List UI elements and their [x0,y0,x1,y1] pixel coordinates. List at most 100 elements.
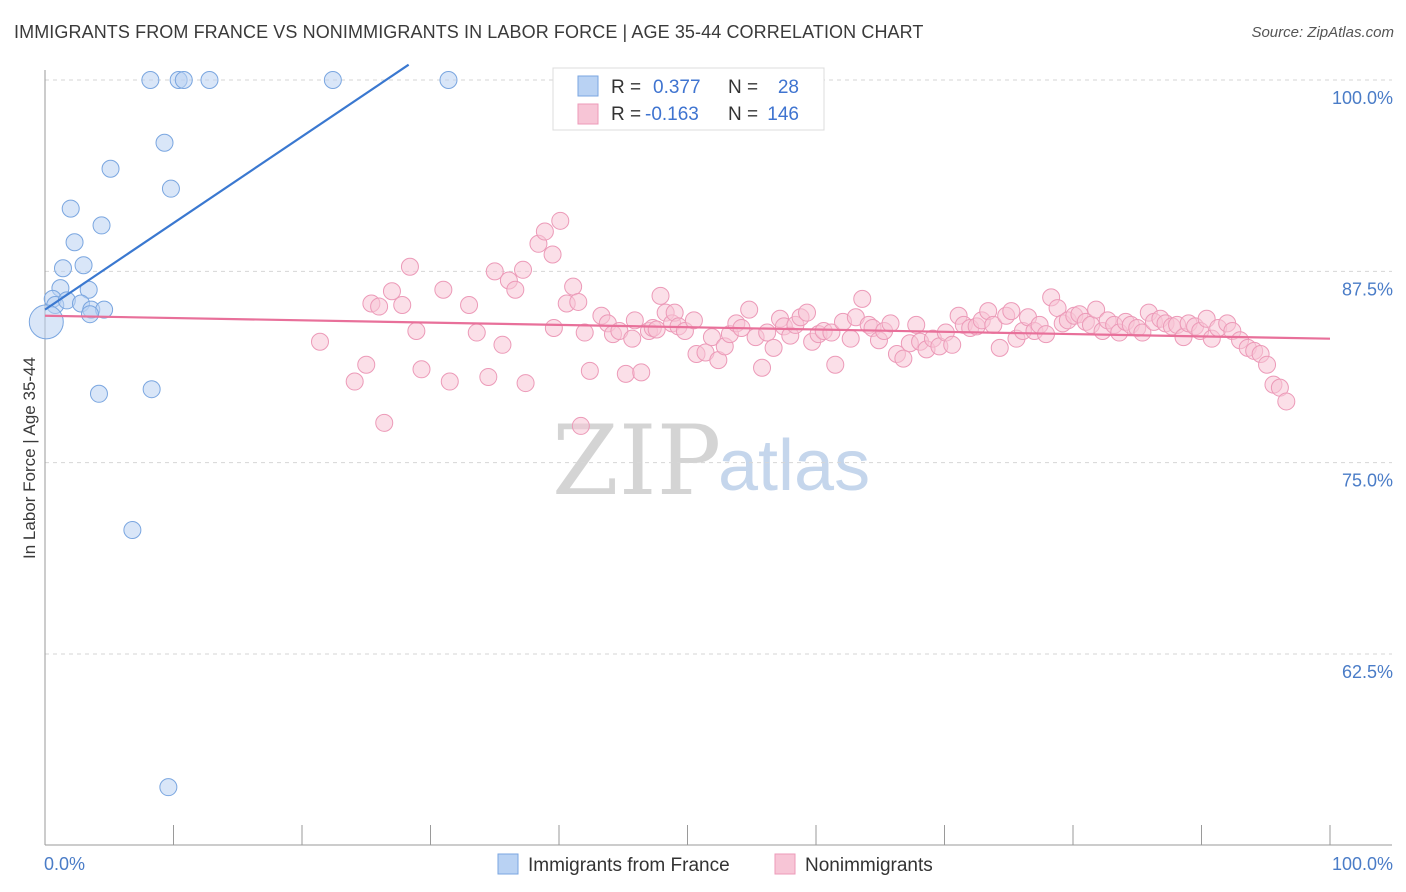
point-nonimmigrants-9 [412,360,431,379]
legend-r-value-1: 0.377 [653,77,701,98]
point-immigrants-0 [141,71,160,89]
point-immigrants-23 [28,304,64,340]
point-immigrants-3 [200,71,219,89]
series-legend-swatch-nonimmigrants [774,853,796,875]
point-nonimmigrants-74 [826,355,845,374]
point-nonimmigrants-93 [943,335,962,354]
axes [44,70,1392,846]
point-nonimmigrants-26 [544,318,563,337]
legend-swatch-blue [577,75,599,97]
point-nonimmigrants-146 [1258,355,1277,374]
point-nonimmigrants-19 [506,280,525,299]
point-nonimmigrants-4 [370,297,389,316]
point-nonimmigrants-87 [907,315,926,334]
point-nonimmigrants-20 [514,260,533,279]
point-immigrants-11 [65,233,84,252]
point-nonimmigrants-39 [625,311,644,330]
watermark: ZIP atlas [552,405,870,517]
legend-n-value-1: 28 [778,77,799,98]
point-immigrants-8 [161,179,180,198]
point-nonimmigrants-29 [569,292,588,311]
tick-labels: 62.5% 75.0% 87.5% 100.0% 0.0% 100.0% [44,88,1393,874]
point-nonimmigrants-40 [632,363,651,382]
chart-source: Source: ZipAtlas.com [1251,24,1394,41]
point-immigrants-24 [89,384,108,403]
point-nonimmigrants-0 [310,332,329,351]
point-nonimmigrants-12 [440,372,459,391]
legend-swatch-pink [577,103,599,125]
point-nonimmigrants-2 [357,355,376,374]
legend-r-value-2: -0.163 [645,104,699,125]
point-nonimmigrants-14 [467,323,486,342]
point-nonimmigrants-83 [881,314,900,333]
point-nonimmigrants-7 [393,296,412,315]
point-nonimmigrants-13 [460,296,479,315]
point-nonimmigrants-5 [375,413,394,432]
y-tick-label-2: 87.5% [1342,279,1393,299]
point-immigrants-25 [142,380,161,399]
point-nonimmigrants-31 [575,323,594,342]
trend-line-immigrants [44,63,410,311]
point-nonimmigrants-85 [894,349,913,368]
point-nonimmigrants-6 [382,282,401,301]
point-nonimmigrants-61 [753,358,772,377]
point-nonimmigrants-103 [1002,302,1021,321]
point-nonimmigrants-21 [516,374,535,393]
legend-r-label-2: R = [611,104,641,125]
trend-lines [44,63,1331,340]
x-tick-label-max: 100.0% [1332,854,1393,874]
point-nonimmigrants-101 [990,338,1009,357]
point-nonimmigrants-43 [647,320,666,339]
point-nonimmigrants-149 [1277,392,1296,411]
chart-title: IMMIGRANTS FROM FRANCE VS NONIMMIGRANTS … [14,22,924,42]
trend-line-nonimmigrants [44,314,1331,340]
point-nonimmigrants-78 [853,289,872,308]
point-nonimmigrants-23 [535,222,554,241]
point-nonimmigrants-59 [740,300,759,319]
y-tick-label-3: 100.0% [1332,88,1393,108]
point-nonimmigrants-44 [651,286,670,305]
y-axis-title: In Labor Force | Age 35-44 [20,357,39,559]
point-nonimmigrants-38 [623,329,642,348]
x-tick-label-min: 0.0% [44,854,85,874]
point-nonimmigrants-1 [345,372,364,391]
point-immigrants-12 [53,259,72,278]
point-nonimmigrants-37 [616,364,635,383]
series-legend-label-immigrants: Immigrants from France [528,855,730,876]
point-nonimmigrants-62 [758,323,777,342]
legend-n-value-2: 146 [767,104,799,125]
point-immigrants-7 [101,159,120,178]
point-nonimmigrants-73 [822,323,841,342]
point-immigrants-6 [155,133,174,152]
point-immigrants-22 [80,305,99,324]
point-nonimmigrants-8 [407,322,426,341]
point-nonimmigrants-32 [580,361,599,380]
point-nonimmigrants-11 [434,280,453,299]
point-immigrants-10 [92,216,111,235]
y-tick-label-0: 62.5% [1342,662,1393,682]
point-nonimmigrants-17 [493,335,512,354]
point-immigrants-26 [123,521,142,540]
point-nonimmigrants-24 [543,245,562,264]
point-immigrants-13 [74,256,93,275]
point-immigrants-27 [159,778,178,797]
point-nonimmigrants-15 [479,367,498,386]
point-nonimmigrants-30 [571,416,590,435]
point-nonimmigrants-10 [400,257,419,276]
point-nonimmigrants-63 [764,338,783,357]
legend-n-label-1: N = [728,77,758,98]
point-nonimmigrants-16 [485,262,504,281]
y-tick-label-1: 75.0% [1342,471,1393,491]
point-immigrants-4 [323,71,342,89]
point-nonimmigrants-118 [1087,300,1106,319]
watermark-atlas: atlas [718,426,870,506]
point-nonimmigrants-28 [564,277,583,296]
point-nonimmigrants-25 [551,211,570,230]
point-nonimmigrants-126 [1133,323,1152,342]
point-nonimmigrants-50 [684,311,703,330]
point-nonimmigrants-76 [841,329,860,348]
legend-n-label-2: N = [728,104,758,125]
correlation-legend: R = 0.377 N = 28 R = -0.163 N = 146 [552,67,825,131]
point-immigrants-5 [439,71,458,89]
